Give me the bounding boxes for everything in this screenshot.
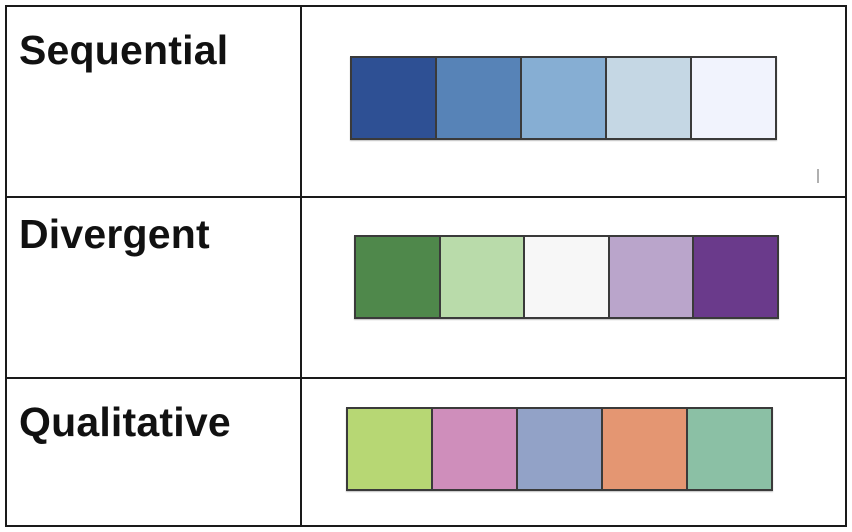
- stray-mark: [817, 169, 819, 183]
- color-swatch: [352, 58, 437, 138]
- color-swatch: [694, 237, 777, 317]
- color-swatch: [433, 409, 518, 489]
- swatch-cell: [302, 198, 845, 377]
- color-swatch: [441, 237, 526, 317]
- color-swatch: [688, 409, 771, 489]
- color-swatch: [522, 58, 607, 138]
- color-scheme-table: Sequential Divergent Qualitative: [5, 5, 847, 527]
- palette-label: Sequential: [19, 27, 228, 74]
- color-swatch: [348, 409, 433, 489]
- swatch-cell: [302, 7, 845, 196]
- table-row-sequential: Sequential: [7, 7, 845, 198]
- palette-label: Divergent: [19, 211, 210, 258]
- palette-label: Qualitative: [19, 399, 231, 446]
- table-row-qualitative: Qualitative: [7, 379, 845, 525]
- color-swatch: [610, 237, 695, 317]
- palette-swatches: [350, 56, 777, 140]
- palette-swatches: [354, 235, 779, 319]
- color-swatch: [437, 58, 522, 138]
- color-swatch: [603, 409, 688, 489]
- color-swatch: [518, 409, 603, 489]
- label-cell: Sequential: [7, 7, 302, 196]
- color-swatch: [607, 58, 692, 138]
- label-cell: Divergent: [7, 198, 302, 377]
- palette-swatches: [346, 407, 773, 491]
- color-swatch: [692, 58, 775, 138]
- swatch-cell: [302, 379, 845, 525]
- label-cell: Qualitative: [7, 379, 302, 525]
- table-row-divergent: Divergent: [7, 198, 845, 379]
- color-swatch: [356, 237, 441, 317]
- color-swatch: [525, 237, 610, 317]
